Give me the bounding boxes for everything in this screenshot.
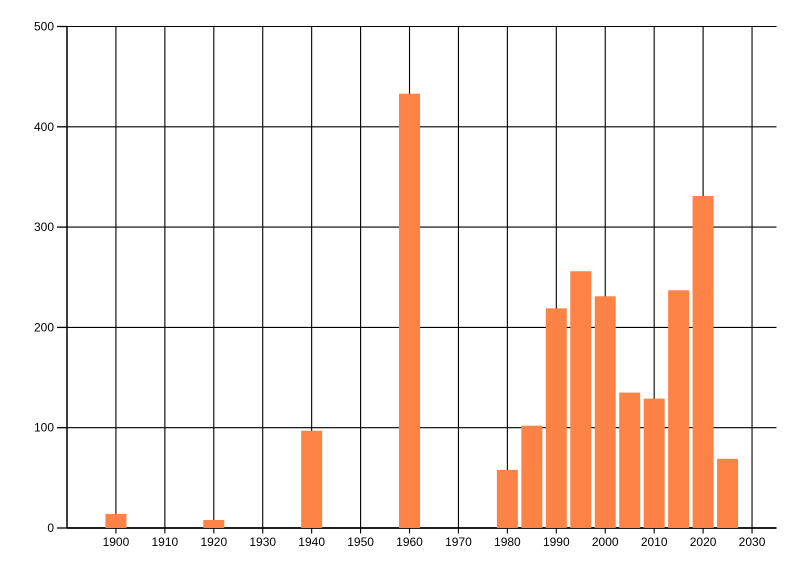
x-tick-label: 1940 [298, 535, 325, 549]
x-tick-label: 1900 [103, 535, 130, 549]
bar-2015 [668, 290, 690, 528]
x-tick-label: 1930 [249, 535, 276, 549]
bar-1995 [570, 271, 592, 528]
bar-2025 [717, 458, 739, 528]
x-tick-label: 1980 [494, 535, 521, 549]
y-tick-label: 100 [34, 421, 54, 435]
bar-2000 [594, 296, 616, 528]
bar-2005 [619, 392, 641, 528]
bar-2020 [692, 196, 714, 528]
x-tick-label: 1990 [543, 535, 570, 549]
x-tick-label: 1920 [200, 535, 227, 549]
x-tick-label: 2030 [739, 535, 766, 549]
x-tick-label: 2000 [592, 535, 619, 549]
x-tick-label: 1910 [152, 535, 179, 549]
x-tick-label: 1950 [347, 535, 374, 549]
bar-1990 [545, 308, 567, 528]
bar-2010 [643, 398, 665, 528]
bar-1980 [496, 469, 518, 528]
y-tick-label: 0 [47, 521, 54, 535]
y-tick-label: 300 [34, 220, 54, 234]
y-tick-label: 500 [34, 20, 54, 34]
y-tick-label: 200 [34, 320, 54, 334]
bar-1985 [521, 425, 543, 528]
x-tick-label: 1970 [445, 535, 472, 549]
bar-1920 [203, 519, 225, 528]
y-tick-label: 400 [34, 120, 54, 134]
bar-1960 [399, 93, 421, 529]
x-tick-label: 2020 [690, 535, 717, 549]
x-tick-label: 1960 [396, 535, 423, 549]
x-tick-label: 2010 [641, 535, 668, 549]
bar-1940 [301, 430, 323, 528]
bar-1900 [105, 513, 127, 528]
